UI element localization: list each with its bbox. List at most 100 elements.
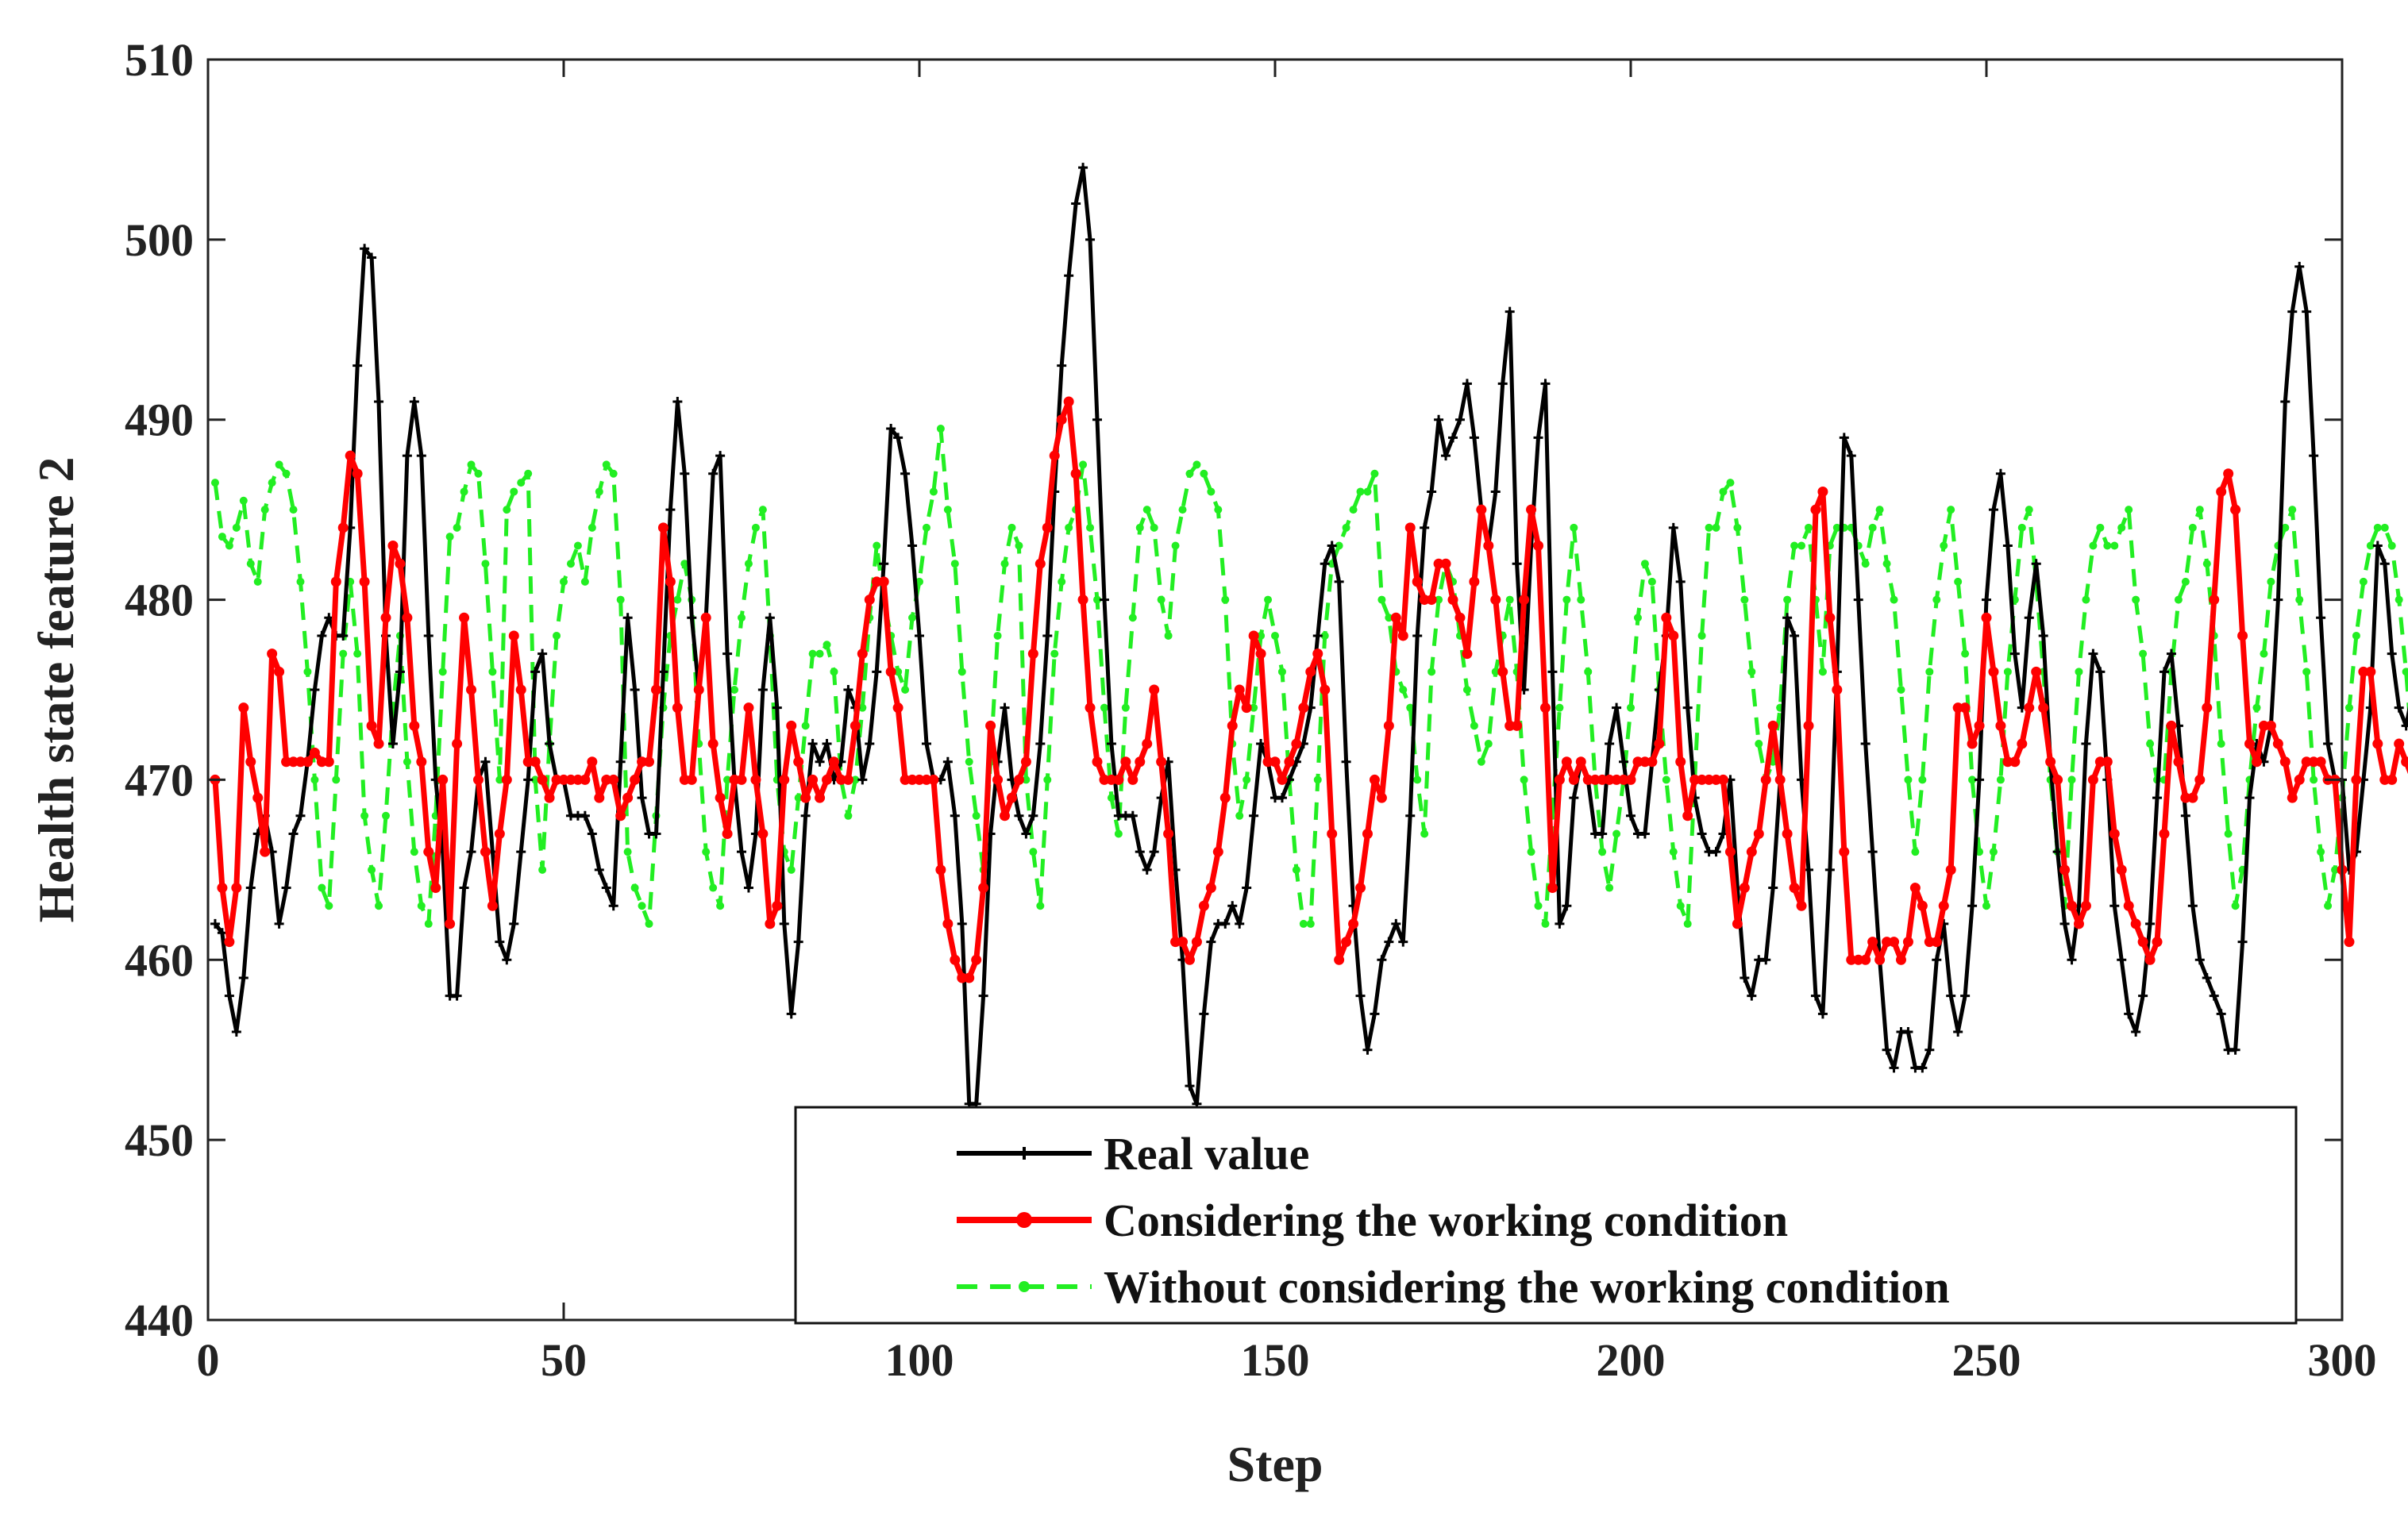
data-point xyxy=(2308,756,2319,768)
data-point xyxy=(1435,595,1443,604)
data-point xyxy=(1733,523,1742,532)
data-point xyxy=(2059,864,2071,875)
data-point xyxy=(1227,720,1238,731)
legend-marker-0 xyxy=(1018,1147,1031,1160)
data-point xyxy=(793,937,803,947)
data-point xyxy=(1938,900,1949,911)
data-point xyxy=(1264,595,1273,604)
data-point xyxy=(1491,668,1500,676)
data-point xyxy=(323,756,334,768)
data-point xyxy=(360,811,369,820)
data-point xyxy=(267,648,278,660)
data-point xyxy=(1662,775,1670,784)
data-point xyxy=(1810,991,1820,1001)
data-point xyxy=(1406,703,1415,712)
data-point xyxy=(2124,1009,2134,1019)
data-point xyxy=(700,612,711,623)
data-point xyxy=(1996,775,2005,784)
data-point xyxy=(750,774,761,785)
data-point xyxy=(2287,792,2298,803)
data-point xyxy=(978,883,989,894)
data-point xyxy=(886,424,896,434)
data-point xyxy=(495,937,505,947)
data-point xyxy=(1746,846,1757,857)
data-point xyxy=(1255,648,1266,660)
data-point xyxy=(1803,720,1814,731)
data-point xyxy=(800,792,811,803)
data-point xyxy=(1021,829,1031,839)
data-point xyxy=(702,848,711,856)
data-point xyxy=(1008,523,1016,532)
data-point xyxy=(1483,541,1494,552)
data-point xyxy=(2123,900,2134,911)
data-point xyxy=(1640,560,1649,568)
data-point xyxy=(1512,720,1523,731)
data-point xyxy=(1747,991,1757,1001)
x-tick-label: 150 xyxy=(1241,1334,1310,1386)
data-point xyxy=(2331,865,2340,874)
data-point xyxy=(2067,900,2078,911)
data-point xyxy=(2130,918,2141,929)
data-point xyxy=(892,702,903,714)
legend: Real value Considering the working condit… xyxy=(794,1106,2298,1325)
data-point xyxy=(800,810,811,821)
data-point xyxy=(772,702,782,713)
data-point xyxy=(466,684,477,695)
data-point xyxy=(2195,506,2204,514)
data-point xyxy=(1512,559,1522,569)
data-point xyxy=(2173,756,2184,768)
data-point xyxy=(1889,937,1900,948)
data-point xyxy=(1214,506,1223,514)
data-point xyxy=(2089,541,2098,550)
data-point xyxy=(658,667,668,677)
data-point xyxy=(957,668,966,676)
data-point xyxy=(878,576,889,587)
data-point xyxy=(1604,774,1615,785)
data-point xyxy=(2401,721,2408,731)
data-point xyxy=(238,972,249,983)
data-point xyxy=(1427,668,1436,676)
data-point xyxy=(1427,487,1437,497)
data-point xyxy=(268,479,276,487)
data-point xyxy=(2181,577,2190,586)
data-point xyxy=(1682,810,1693,822)
data-point xyxy=(921,774,932,785)
data-point xyxy=(2395,595,2403,604)
data-point xyxy=(1028,810,1038,821)
data-point xyxy=(2231,902,2240,910)
data-point xyxy=(2075,668,2083,676)
data-point xyxy=(2372,541,2383,551)
data-point xyxy=(572,774,584,785)
data-point xyxy=(517,479,526,487)
data-point xyxy=(303,668,312,676)
data-point xyxy=(2194,774,2206,785)
data-point xyxy=(830,668,838,676)
legend-box xyxy=(794,1106,2298,1325)
data-point xyxy=(353,649,362,658)
data-point xyxy=(1313,775,1322,784)
data-point xyxy=(1953,1027,1963,1037)
data-point xyxy=(316,756,327,768)
data-point xyxy=(1390,612,1401,623)
data-point xyxy=(615,756,626,767)
data-point xyxy=(1561,756,1572,768)
data-point xyxy=(1404,522,1416,533)
data-point xyxy=(1027,648,1038,660)
data-point xyxy=(1305,666,1316,677)
data-point xyxy=(459,612,470,623)
data-point xyxy=(332,775,341,784)
data-point xyxy=(1783,595,1792,604)
data-point xyxy=(2372,738,2383,749)
data-point xyxy=(2302,668,2311,676)
data-point xyxy=(260,506,269,514)
data-point xyxy=(1262,756,1273,768)
data-point xyxy=(908,614,917,622)
data-point xyxy=(1647,756,1658,768)
data-point xyxy=(1065,523,1073,532)
data-point xyxy=(2287,306,2298,317)
data-point xyxy=(786,1009,796,1019)
data-point xyxy=(1902,937,1913,948)
x-tick-label: 50 xyxy=(541,1334,587,1386)
data-point xyxy=(2344,937,2355,948)
data-point xyxy=(1022,775,1031,784)
